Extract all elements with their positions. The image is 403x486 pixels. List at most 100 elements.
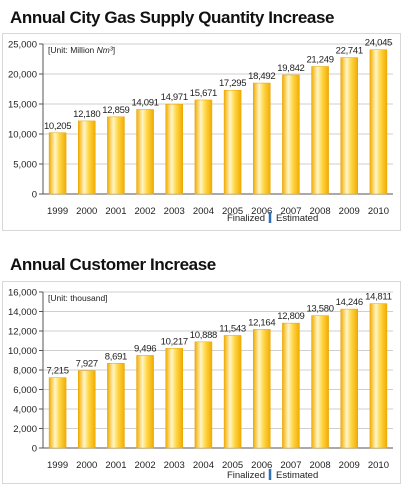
bar [253,82,271,195]
unit-label: [Unit: thousand] [48,293,108,303]
data-label: 12,164 [248,317,275,328]
bar [311,315,329,449]
bar [136,109,154,195]
customer-chart: 0 2,000 4,000 6,000 8,000 10,000 12,000 14,000 1… [8,288,393,481]
y-tick-label: 5,000 [13,160,37,171]
y-tick-label: 6,000 [13,385,37,396]
data-label: 14,971 [161,92,188,103]
y-tick-label: 20,000 [8,70,37,81]
data-label: 18,492 [248,71,275,82]
data-label: 14,091 [131,97,158,108]
chart-title: Annual Customer Increase [10,255,216,274]
bar [78,120,96,195]
data-label: 12,859 [102,105,129,116]
data-label: 11,543 [219,323,246,334]
x-tick-label: 2005 [222,206,243,217]
y-tick-label: 15,000 [8,100,37,111]
customer-panel: Annual Customer Increase 0 2,000 4,000 6,00… [2,246,401,484]
x-tick-label: 2006 [251,460,272,471]
y-tick-label: 8,000 [13,366,37,377]
gas-supply-panel: Annual City Gas Supply Quantity Increase… [2,0,401,240]
x-tick-label: 1999 [47,460,68,471]
data-label: 13,580 [306,304,333,315]
data-label: 7,215 [46,366,68,377]
chart-title: Annual City Gas Supply Quantity Increase [10,8,335,27]
y-tick-label: 16,000 [8,288,37,299]
data-label: 21,249 [306,55,333,66]
x-tick-label: 2009 [339,460,360,471]
legend-estimated: Estimated [276,470,318,481]
x-tick-label: 2007 [280,206,301,217]
gas-supply-chart: 0 5,000 10,000 15,000 20,000 25,000 [Unit: Mil… [8,38,393,224]
unit-label: [Unit: Million Nm³] [48,45,115,55]
data-label: 12,809 [277,311,304,322]
legend-finalized: Finalized [227,470,265,481]
bar [165,348,183,449]
bar [48,377,67,449]
bar [136,355,154,449]
data-label: 19,842 [277,63,304,74]
x-tick-label: 2005 [222,460,243,471]
data-label: 15,671 [190,88,217,99]
bar [282,322,300,449]
bar [282,74,300,195]
x-tick-label: 2000 [76,206,97,217]
data-label: 10,217 [161,336,188,347]
legend-finalized: Finalized [227,213,265,224]
x-tick-label: 2010 [368,206,389,217]
chart-area: 0 2,000 4,000 6,000 8,000 10,000 12,000 14,000 1… [2,281,401,484]
x-tick-label: 2003 [164,460,185,471]
data-label: 10,205 [44,121,71,132]
bar [311,66,329,195]
bar [340,57,358,195]
data-label: 12,180 [73,109,100,120]
data-label: 14,811 [365,292,392,303]
x-tick-label: 2006 [251,206,272,217]
data-label: 24,045 [365,38,392,49]
bar [253,329,271,449]
y-tick-label: 14,000 [8,307,37,318]
x-tick-label: 2001 [105,206,126,217]
y-tick-label: 0 [32,444,37,455]
x-tick-label: 2000 [76,460,97,471]
x-tick-label: 2004 [193,206,214,217]
bar [194,99,213,195]
data-label: 22,741 [336,46,363,57]
data-label: 10,888 [190,330,217,341]
bar [78,370,96,449]
bar [194,341,213,449]
bar [107,116,125,195]
chart-area: 0 5,000 10,000 15,000 20,000 25,000 [Unit: Mil… [2,33,401,231]
x-tick-label: 1999 [47,206,68,217]
y-tick-label: 12,000 [8,327,37,338]
bar [369,49,388,195]
y-tick-label: 25,000 [8,40,37,51]
x-tick-label: 2004 [193,460,214,471]
data-label: 7,927 [76,359,98,370]
data-label: 9,496 [134,343,156,354]
y-tick-label: 0 [32,190,37,201]
data-label: 14,246 [336,297,363,308]
bar [48,132,67,195]
bar [223,89,242,195]
data-label: 17,295 [219,78,246,89]
y-tick-label: 2,000 [13,424,37,435]
x-tick-label: 2008 [310,206,331,217]
x-tick-label: 2003 [164,206,185,217]
y-tick-label: 10,000 [8,346,37,357]
x-tick-label: 2002 [135,460,156,471]
bar [369,303,388,449]
x-tick-label: 2009 [339,206,360,217]
y-tick-label: 4,000 [13,405,37,416]
x-tick-label: 2010 [368,460,389,471]
bar [223,335,242,449]
x-tick-label: 2002 [135,206,156,217]
y-tick-label: 10,000 [8,130,37,141]
legend-estimated: Estimated [276,213,318,224]
bar [340,308,358,449]
bar [165,103,183,195]
bar [107,363,125,449]
data-label: 8,691 [105,351,127,362]
x-tick-label: 2001 [105,460,126,471]
x-tick-label: 2007 [280,460,301,471]
